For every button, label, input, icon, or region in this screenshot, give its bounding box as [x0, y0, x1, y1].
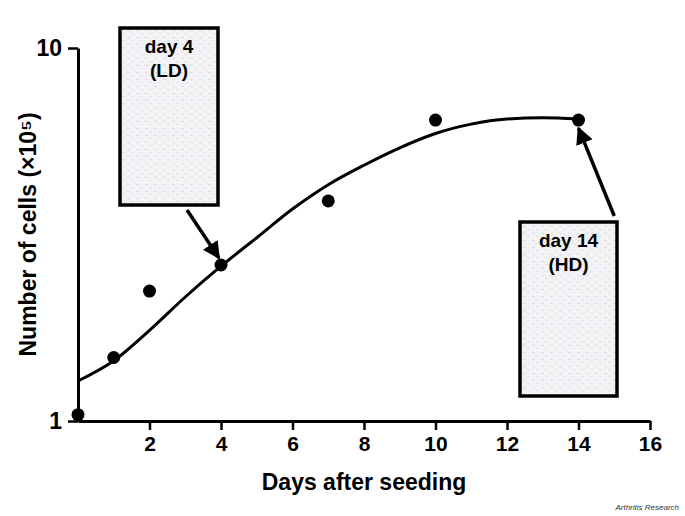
x-axis-title: Days after seeding: [262, 469, 467, 495]
y-axis-line: [77, 49, 80, 422]
annotation: day 4 (LD): [120, 28, 219, 258]
y-tick-label: 1: [49, 408, 62, 434]
x-tick-mark: [649, 421, 652, 430]
x-tick-label: 8: [359, 432, 371, 455]
data-point: [322, 194, 335, 207]
annotation: day 14 (HD): [520, 128, 617, 396]
x-tick-label: 10: [424, 432, 447, 455]
data-point: [72, 408, 85, 421]
x-tick-label: 4: [216, 432, 228, 455]
x-tick-mark: [220, 421, 223, 430]
annotation-box: [520, 222, 617, 396]
annotation-arrow: [579, 128, 615, 216]
annotation-text: (LD): [150, 60, 188, 81]
x-tick-mark: [292, 421, 295, 430]
x-tick-label: 12: [496, 432, 519, 455]
x-tick: 16: [639, 421, 662, 455]
x-axis: 2 4 6 8 10 12 14 16: [79, 421, 663, 455]
y-axis: 1 10: [36, 35, 78, 434]
x-tick: 4: [216, 421, 228, 455]
y-axis-title: Number of cells (×10⁵): [15, 112, 41, 356]
chart: 2 4 6 8 10 12 14 16 1 10 Days after seeding Number …: [0, 0, 685, 516]
annotation-text: (HD): [548, 254, 588, 275]
x-tick: 14: [567, 421, 591, 455]
annotation-text: day 4: [145, 36, 194, 57]
x-tick-mark: [363, 421, 366, 430]
x-tick-label: 16: [639, 432, 662, 455]
x-tick: 6: [287, 421, 299, 455]
x-tick-label: 6: [287, 432, 299, 455]
data-point: [429, 114, 442, 127]
x-tick-label: 14: [567, 432, 591, 455]
annotation-arrow: [187, 210, 219, 258]
x-tick-label: 2: [144, 432, 156, 455]
source: Arthritis Research: [614, 503, 679, 512]
annotation-text: day 14: [539, 230, 599, 251]
x-tick: 2: [144, 421, 156, 455]
y-tick-mark: [68, 47, 78, 50]
x-tick-mark: [435, 421, 438, 430]
x-tick-mark: [149, 421, 152, 430]
y-tick-label: 10: [36, 35, 62, 61]
x-tick: 12: [496, 421, 519, 455]
x-tick-mark: [506, 421, 509, 430]
x-tick: 10: [424, 421, 447, 455]
x-tick-mark: [578, 421, 581, 430]
y-tick: 10: [36, 35, 78, 61]
data-point: [143, 285, 156, 298]
x-tick: 8: [359, 421, 371, 455]
annotation-box: [120, 28, 218, 205]
